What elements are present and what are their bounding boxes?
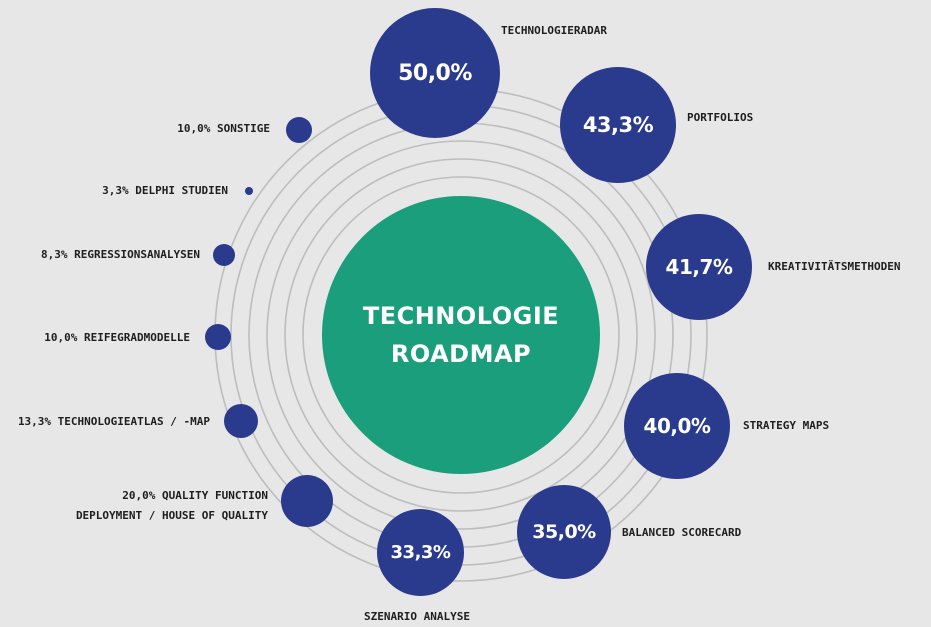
bubble-delphi-studien — [245, 187, 253, 195]
label-portfolios: PORTFOLIOS — [687, 111, 754, 124]
center-title-line1: TECHNOLOGIE — [362, 302, 560, 330]
label-delphi-studien: 3,3% DELPHI STUDIEN — [102, 184, 228, 197]
bubble-regressionsanalysen — [213, 244, 235, 266]
bubble-value: 35,0% — [532, 521, 596, 543]
label-line2: DEPLOYMENT / HOUSE OF QUALITY — [75, 509, 268, 522]
label-balanced-scorecard: BALANCED SCORECARD — [622, 526, 742, 539]
label-kreativitaetsmethoden: KREATIVITÄTSMETHODEN — [768, 260, 901, 273]
label-technologieatlas: 13,3% TECHNOLOGIEATLAS / -MAP — [17, 415, 210, 428]
label-szenario-analyse: SZENARIO ANALYSE — [364, 610, 470, 623]
bubble-value: 43,3% — [582, 113, 654, 137]
center-title-line2: ROADMAP — [390, 340, 532, 368]
bubble-value: 33,3% — [390, 542, 451, 563]
ring — [284, 158, 638, 512]
bubble-szenario-analyse: 33,3% — [377, 509, 464, 596]
bubble-strategy-maps: 40,0% — [624, 373, 730, 479]
bubble-technologieatlas — [224, 404, 258, 438]
bubble-balanced-scorecard: 35,0% — [517, 485, 611, 579]
label-technologieradar: TECHNOLOGIERADAR — [501, 24, 607, 37]
label-strategy-maps: STRATEGY MAPS — [743, 419, 830, 432]
bubble-technologieradar: 50,0% — [370, 8, 500, 138]
ring — [302, 176, 620, 494]
label-regressionsanalysen: 8,3% REGRESSIONSANALYSEN — [41, 248, 200, 261]
label-reifegradmodelle: 10,0% REIFEGRADMODELLE — [44, 331, 190, 344]
ring — [266, 140, 656, 530]
center-circle: TECHNOLOGIE ROADMAP — [322, 196, 600, 474]
label-line1: 20,0% QUALITY FUNCTION — [122, 489, 268, 502]
bubble-quality-function-deployment — [281, 475, 333, 527]
bubble-value: 50,0% — [398, 60, 472, 86]
label-sonstige: 10,0% SONSTIGE — [177, 122, 270, 135]
bubble-value: 41,7% — [665, 255, 733, 279]
bubble-kreativitaetsmethoden: 41,7% — [646, 214, 752, 320]
label-quality-function-deployment: 20,0% QUALITY FUNCTION DEPLOYMENT / HOUS… — [20, 486, 268, 526]
bubble-reifegradmodelle — [205, 324, 231, 350]
bubble-value: 40,0% — [643, 414, 711, 438]
bubble-portfolios: 43,3% — [560, 67, 676, 183]
bubble-sonstige — [286, 117, 312, 143]
